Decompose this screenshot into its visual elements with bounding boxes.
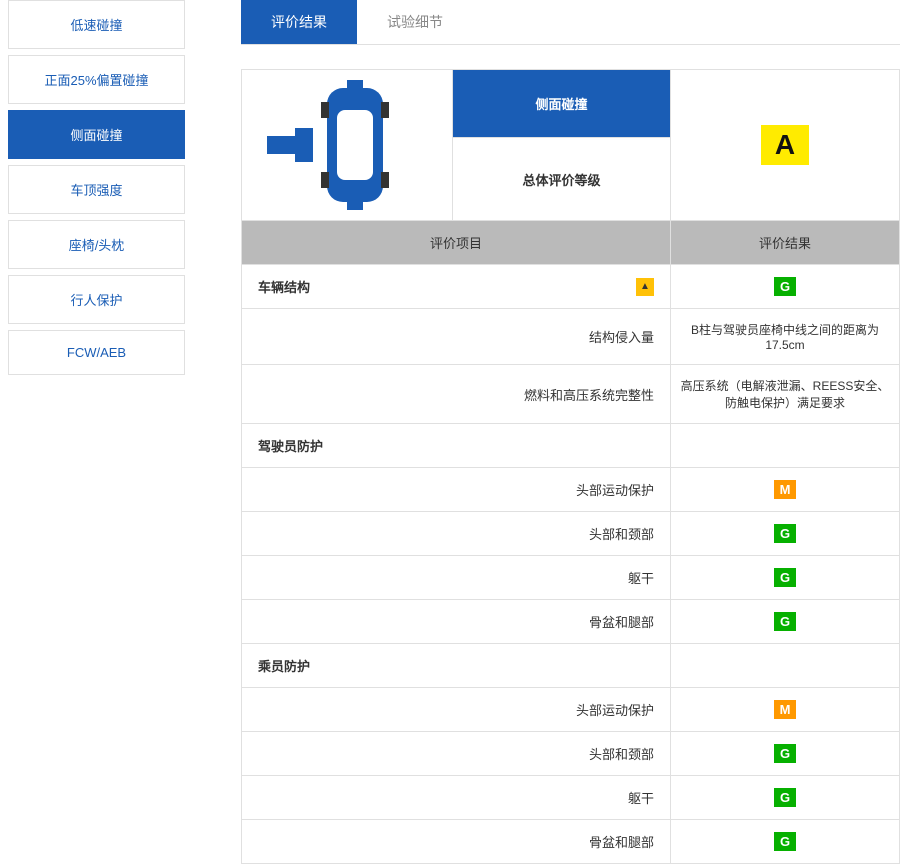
table-row: 燃料和高压系统完整性高压系统（电解液泄漏、REESS安全、防触电保护）满足要求 xyxy=(242,364,899,423)
row-result: G xyxy=(671,776,899,819)
table-row: 骨盆和腿部 G xyxy=(242,819,899,863)
row-label: 驾驶员防护 xyxy=(242,424,671,467)
th-result: 评价结果 xyxy=(671,221,899,264)
table-row: 头部和颈部 G xyxy=(242,731,899,775)
test-name: 侧面碰撞 xyxy=(453,70,670,138)
row-label-text: 驾驶员防护 xyxy=(258,436,323,455)
row-label-text: 头部运动保护 xyxy=(576,480,654,499)
rows-container: 车辆结构▲G结构侵入量B柱与驾驶员座椅中线之间的距离为17.5cm燃料和高压系统… xyxy=(242,264,899,863)
sidebar-item-1[interactable]: 正面25%偏置碰撞 xyxy=(8,55,185,104)
row-result: G xyxy=(671,265,899,308)
row-label: 骨盆和腿部 xyxy=(242,820,671,863)
row-result: G xyxy=(671,820,899,863)
rating-badge: G xyxy=(774,568,796,587)
table-row: 头部运动保护 M xyxy=(242,467,899,511)
rating-badge: G xyxy=(774,524,796,543)
row-result: G xyxy=(671,600,899,643)
row-result: M xyxy=(671,468,899,511)
table-row: 躯干 G xyxy=(242,555,899,599)
main: 评价结果试验细节 xyxy=(193,0,924,864)
row-result: B柱与驾驶员座椅中线之间的距离为17.5cm xyxy=(671,309,899,364)
row-result: M xyxy=(671,688,899,731)
tab-content: 侧面碰撞 总体评价等级 A 评价项目 评价结果 车辆结构 ▲ G 结构侵入量 B柱与驾驶… xyxy=(241,69,900,864)
row-label: 乘员防护 xyxy=(242,644,671,687)
row-label-text: 头部运动保护 xyxy=(576,700,654,719)
sidebar-item-0[interactable]: 低速碰撞 xyxy=(8,0,185,49)
row-label-text: 车辆结构 xyxy=(258,277,310,296)
rating-badge: G xyxy=(774,612,796,631)
row-label: 头部运动保护 xyxy=(242,688,671,731)
tabs: 评价结果试验细节 xyxy=(241,0,900,45)
overall-grade-badge: A xyxy=(761,125,809,165)
row-label-text: 燃料和高压系统完整性 xyxy=(524,385,654,404)
rating-badge: G xyxy=(774,744,796,763)
row-label: 燃料和高压系统完整性 xyxy=(242,365,671,423)
rating-badge: M xyxy=(774,700,796,719)
sidebar: 低速碰撞正面25%偏置碰撞侧面碰撞车顶强度座椅/头枕行人保护 FCW/AEB xyxy=(0,0,193,864)
row-label-text: 乘员防护 xyxy=(258,656,310,675)
table-header: 评价项目 评价结果 xyxy=(242,221,899,264)
rating-badge: G xyxy=(774,788,796,807)
row-label: 骨盆和腿部 xyxy=(242,600,671,643)
row-label-text: 躯干 xyxy=(628,788,654,807)
table-row: 结构侵入量 B柱与驾驶员座椅中线之间的距离为17.5cm xyxy=(242,308,899,364)
row-label: 结构侵入量 xyxy=(242,309,671,364)
table-row: 驾驶员防护 xyxy=(242,423,899,467)
row-label-text: 头部和颈部 xyxy=(589,524,654,543)
table-row: 躯干 G xyxy=(242,775,899,819)
page: 低速碰撞正面25%偏置碰撞侧面碰撞车顶强度座椅/头枕行人保护FCW/AEB 评价… xyxy=(0,0,924,864)
rating-badge: M xyxy=(774,480,796,499)
header-row: 侧面碰撞 总体评价等级 A xyxy=(242,70,899,221)
row-result xyxy=(671,644,899,687)
row-result: G xyxy=(671,512,899,555)
row-label: 躯干 xyxy=(242,776,671,819)
row-label: 头部运动保护 xyxy=(242,468,671,511)
side-impact-icon xyxy=(267,80,427,210)
rating-badge: G xyxy=(774,832,796,851)
row-label-text: 头部和颈部 xyxy=(589,744,654,763)
sidebar-item-2[interactable]: 侧面碰撞 xyxy=(8,110,185,159)
row-result: 高压系统（电解液泄漏、REESS安全、防触电保护）满足要求 xyxy=(671,365,899,423)
row-label-text: 骨盆和腿部 xyxy=(589,832,654,851)
rating-badge: G xyxy=(774,277,796,296)
header-mid: 侧面碰撞 总体评价等级 xyxy=(452,70,671,220)
sidebar-item-6[interactable]: FCW/AEB xyxy=(8,330,185,375)
grade-label: 总体评价等级 xyxy=(453,138,670,220)
table-row: 乘员防护 xyxy=(242,643,899,687)
row-result: G xyxy=(671,732,899,775)
row-result xyxy=(671,424,899,467)
row-label-text: 躯干 xyxy=(628,568,654,587)
table-row: 骨盆和腿部 G xyxy=(242,599,899,643)
sidebar-item-5[interactable]: 行人保护 xyxy=(8,275,185,324)
table-row: 车辆结构 ▲ G xyxy=(242,264,899,308)
tab-0[interactable]: 评价结果 xyxy=(241,0,357,44)
th-item: 评价项目 xyxy=(242,221,671,264)
table-row: 头部和颈部 G xyxy=(242,511,899,555)
row-label-text: 骨盆和腿部 xyxy=(589,612,654,631)
collapse-toggle[interactable]: ▲ xyxy=(636,278,654,296)
row-label-text: 结构侵入量 xyxy=(589,327,654,346)
row-label: 头部和颈部 xyxy=(242,512,671,555)
tab-1[interactable]: 试验细节 xyxy=(357,0,473,44)
sidebar-item-3[interactable]: 车顶强度 xyxy=(8,165,185,214)
row-result: G xyxy=(671,556,899,599)
test-diagram xyxy=(242,70,452,220)
row-label: 躯干 xyxy=(242,556,671,599)
row-label: 头部和颈部 xyxy=(242,732,671,775)
row-label: 车辆结构 ▲ xyxy=(242,265,671,308)
overall-grade-cell: A xyxy=(671,70,899,220)
table-row: 头部运动保护 M xyxy=(242,687,899,731)
sidebar-item-4[interactable]: 座椅/头枕 xyxy=(8,220,185,269)
